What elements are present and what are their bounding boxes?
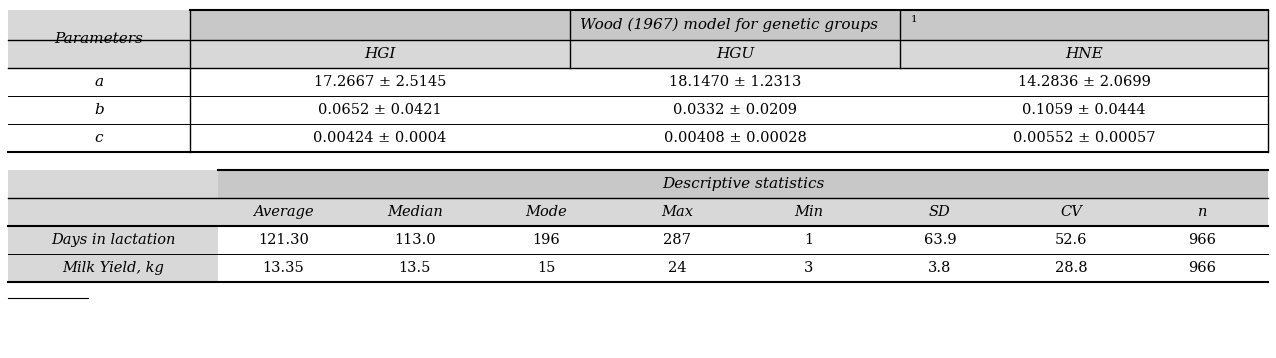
Text: Max: Max xyxy=(661,205,693,219)
Text: 3: 3 xyxy=(804,261,813,275)
Text: Average: Average xyxy=(254,205,314,219)
Text: 966: 966 xyxy=(1188,261,1216,275)
Text: 15: 15 xyxy=(537,261,555,275)
Text: Wood (1967) model for genetic groups: Wood (1967) model for genetic groups xyxy=(581,18,878,32)
Text: Min: Min xyxy=(794,205,823,219)
Text: 14.2836 ± 2.0699: 14.2836 ± 2.0699 xyxy=(1017,75,1151,89)
Text: 113.0: 113.0 xyxy=(394,233,435,247)
Text: 1: 1 xyxy=(804,233,813,247)
Text: 0.00408 ± 0.00028: 0.00408 ± 0.00028 xyxy=(664,131,806,145)
Text: 0.0332 ± 0.0209: 0.0332 ± 0.0209 xyxy=(672,103,798,117)
Text: a: a xyxy=(94,75,103,89)
Bar xyxy=(8,10,190,68)
Text: 966: 966 xyxy=(1188,233,1216,247)
Text: 63.9: 63.9 xyxy=(924,233,956,247)
Text: 0.0652 ± 0.0421: 0.0652 ± 0.0421 xyxy=(318,103,441,117)
Bar xyxy=(190,10,1268,40)
Text: 121.30: 121.30 xyxy=(258,233,309,247)
Text: CV: CV xyxy=(1060,205,1082,219)
Bar xyxy=(218,198,1268,226)
Text: SD: SD xyxy=(929,205,951,219)
Text: Mode: Mode xyxy=(526,205,567,219)
Text: 287: 287 xyxy=(664,233,692,247)
Text: b: b xyxy=(94,103,103,117)
Text: 196: 196 xyxy=(532,233,560,247)
Text: n: n xyxy=(1198,205,1207,219)
Bar xyxy=(190,40,1268,68)
Text: Milk Yield, kg: Milk Yield, kg xyxy=(63,261,163,275)
Text: 52.6: 52.6 xyxy=(1055,233,1087,247)
Text: HGI: HGI xyxy=(365,47,396,61)
Text: 0.00424 ± 0.0004: 0.00424 ± 0.0004 xyxy=(314,131,447,145)
Text: Parameters: Parameters xyxy=(55,32,143,46)
Text: 3.8: 3.8 xyxy=(928,261,952,275)
Text: 28.8: 28.8 xyxy=(1055,261,1087,275)
Text: 18.1470 ± 1.2313: 18.1470 ± 1.2313 xyxy=(669,75,801,89)
Text: HGU: HGU xyxy=(716,47,754,61)
Text: 17.2667 ± 2.5145: 17.2667 ± 2.5145 xyxy=(314,75,447,89)
Text: 1: 1 xyxy=(911,15,917,24)
Text: 24: 24 xyxy=(669,261,686,275)
Text: c: c xyxy=(94,131,103,145)
Text: 0.00552 ± 0.00057: 0.00552 ± 0.00057 xyxy=(1013,131,1155,145)
Bar xyxy=(218,170,1268,198)
Text: 13.5: 13.5 xyxy=(398,261,431,275)
Bar xyxy=(8,170,218,282)
Text: Days in lactation: Days in lactation xyxy=(51,233,175,247)
Text: 13.35: 13.35 xyxy=(263,261,305,275)
Text: Descriptive statistics: Descriptive statistics xyxy=(662,177,824,191)
Text: Median: Median xyxy=(387,205,443,219)
Text: 0.1059 ± 0.0444: 0.1059 ± 0.0444 xyxy=(1022,103,1146,117)
Text: HNE: HNE xyxy=(1065,47,1102,61)
